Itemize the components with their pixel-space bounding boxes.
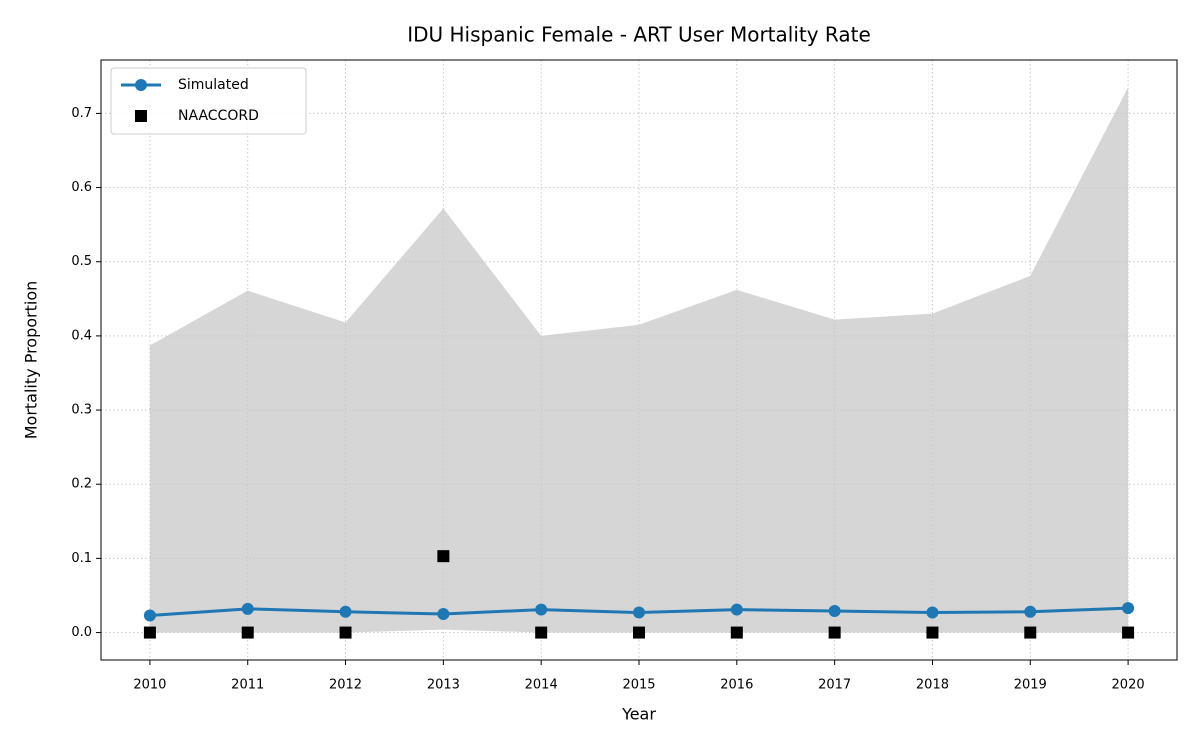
legend-label: NAACCORD (178, 108, 259, 124)
data-marker (143, 626, 156, 639)
data-marker (437, 608, 450, 621)
data-marker (535, 626, 548, 639)
x-tick-label: 2020 (1112, 678, 1145, 693)
x-tick-label: 2018 (916, 678, 949, 693)
data-marker (828, 605, 841, 618)
data-marker (633, 606, 645, 619)
x-tick-label: 2014 (525, 678, 558, 693)
x-tick-label: 2015 (622, 678, 655, 693)
legend-marker (135, 110, 147, 122)
data-marker (1122, 602, 1135, 615)
data-marker (633, 626, 645, 639)
data-marker (241, 626, 254, 639)
data-marker (339, 605, 352, 618)
y-tick-label: 0.7 (71, 106, 92, 121)
x-tick-label: 2011 (231, 678, 264, 693)
x-tick-label: 2016 (720, 678, 753, 693)
data-marker (535, 603, 548, 616)
data-marker (1122, 626, 1135, 639)
x-tick-label: 2012 (329, 678, 362, 693)
data-marker (926, 606, 939, 619)
plot-frame (100, 59, 1178, 661)
data-marker (1024, 605, 1037, 618)
y-tick-label: 0.1 (71, 551, 92, 566)
legend-label: Simulated (178, 77, 249, 93)
data-marker (1024, 626, 1037, 639)
x-tick-label: 2019 (1014, 678, 1047, 693)
y-tick-label: 0.0 (71, 625, 92, 640)
x-tick-label: 2010 (133, 678, 166, 693)
x-axis-label: Year (621, 705, 656, 724)
y-tick-label: 0.3 (71, 403, 92, 418)
x-tick-label: 2017 (818, 678, 851, 693)
data-marker (241, 602, 254, 615)
data-marker (437, 550, 450, 563)
legend-marker (135, 79, 147, 91)
data-marker (730, 626, 743, 639)
y-tick-label: 0.2 (71, 477, 92, 492)
data-marker (926, 626, 939, 639)
chart-title: IDU Hispanic Female - ART User Mortality… (407, 23, 871, 47)
data-marker (339, 626, 352, 639)
data-marker (143, 609, 156, 622)
y-tick-label: 0.5 (71, 254, 92, 269)
y-axis-label: Mortality Proportion (22, 281, 41, 440)
x-tick-label: 2013 (427, 678, 460, 693)
y-tick-label: 0.4 (71, 328, 92, 343)
data-marker (828, 626, 841, 639)
y-tick-label: 0.6 (71, 180, 92, 195)
data-marker (730, 603, 743, 616)
